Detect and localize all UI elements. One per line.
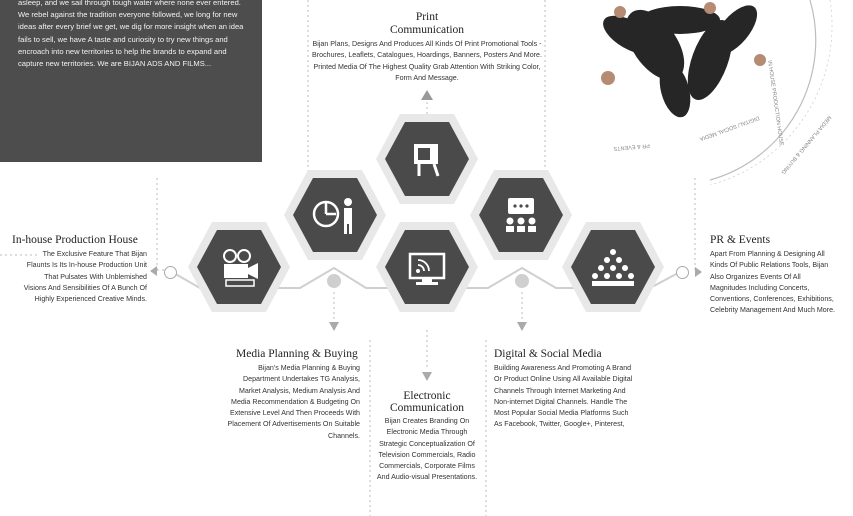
hex-electronic[interactable]	[374, 220, 480, 314]
intro-panel: asleep, and we sail through tough water …	[0, 0, 262, 162]
electronic-body: Bijan Creates Branding On Electronic Med…	[376, 417, 478, 482]
pr-arrow-icon	[695, 267, 702, 277]
pr-body: Apart From Planning & Designing All Kind…	[710, 250, 835, 315]
film-camera-icon	[223, 249, 258, 287]
electronic-title-line1: Electronic	[403, 390, 451, 402]
media-arrow-icon	[329, 322, 339, 331]
electronic-title: Electronic Communication	[373, 390, 481, 414]
inhouse-title: In-house Production House	[12, 234, 138, 246]
hex-pr[interactable]	[560, 220, 666, 314]
hex-media[interactable]	[282, 168, 388, 262]
media-title: Media Planning & Buying	[236, 348, 358, 360]
print-body: Bijan Plans, Designs And Produces All Ki…	[312, 40, 542, 82]
print-title-line2: Communication	[389, 24, 465, 36]
tv-broadcast-icon	[408, 252, 446, 285]
audience-icon	[592, 249, 634, 286]
media-node	[327, 274, 341, 288]
intro-text: asleep, and we sail through tough water …	[18, 0, 244, 69]
print-arrow-icon	[421, 90, 433, 100]
pr-node	[676, 266, 689, 279]
digital-node	[515, 274, 529, 288]
inhouse-body: The Exclusive Feature That Bijan Flaunts…	[23, 250, 147, 304]
print-title: Print Communication	[300, 11, 554, 37]
digital-body: Building Awareness And Promoting A Brand…	[494, 364, 633, 429]
print-title-line1: Print	[415, 11, 439, 23]
chart-person-icon	[312, 198, 352, 234]
inhouse-node	[164, 266, 177, 279]
hex-digital[interactable]	[468, 168, 574, 262]
pr-title: PR & Events	[710, 234, 771, 246]
digital-title: Digital & Social Media	[494, 348, 602, 360]
dancers-image	[601, 0, 833, 185]
media-body: Bijan's Media Planning & Buying Departme…	[227, 364, 360, 440]
signboard-icon	[414, 144, 440, 177]
electronic-title-line2: Communication	[389, 402, 465, 414]
hex-print[interactable]	[374, 112, 480, 206]
hex-inhouse[interactable]	[186, 220, 292, 314]
inhouse-arrow-icon	[150, 266, 157, 276]
presentation-icon	[506, 198, 536, 232]
electronic-arrow-icon	[422, 372, 432, 381]
digital-arrow-icon	[517, 322, 527, 331]
